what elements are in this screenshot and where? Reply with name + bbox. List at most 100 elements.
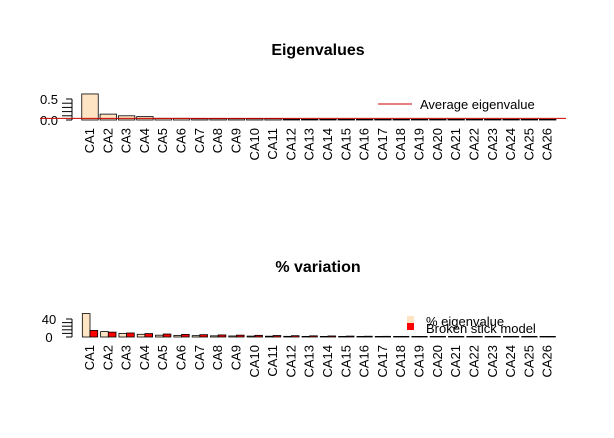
bar-ca19-s1 — [411, 335, 420, 338]
bar-ca8-s2 — [217, 334, 227, 338]
eigenvalues-title: Eigenvalues — [271, 42, 364, 59]
x-tick-label-ca11: CA11 — [265, 345, 280, 377]
bar-ca2-s1 — [100, 331, 109, 338]
x-tick-label-ca24: CA24 — [503, 345, 518, 378]
bar-ca15-s1 — [338, 335, 347, 338]
bar-ca12 — [282, 118, 301, 121]
bar-ca9-s1 — [228, 335, 237, 338]
bar-ca7-s1 — [191, 335, 201, 338]
bar-ca14-s1 — [319, 335, 329, 338]
bar-ca12-s1 — [283, 335, 292, 338]
bar-ca4-s2 — [144, 333, 154, 338]
bar-ca19 — [410, 119, 429, 121]
x-tick-label-ca3: CA3 — [119, 128, 134, 153]
bar-ca13-s1 — [301, 335, 311, 338]
bar-ca24 — [502, 119, 520, 121]
bar-ca19-s2 — [419, 335, 428, 338]
bar-ca11 — [264, 118, 282, 121]
bar-ca10-s1 — [246, 335, 256, 338]
bar-ca22-s1 — [466, 335, 475, 338]
x-tick-label-ca10: CA10 — [247, 345, 262, 378]
x-tick-label-ca10: CA10 — [247, 128, 262, 161]
bar-ca17 — [374, 119, 392, 121]
bar-ca2-s2 — [107, 331, 117, 338]
bar-ca7 — [191, 118, 209, 121]
bar-ca10 — [246, 118, 264, 121]
bar-ca6-s1 — [173, 335, 182, 338]
variation-x-tick-labels: CA1 CA2 CA3 CA4 CA5 CA6 CA7 CA8 CA9 CA10 CA11 CA12 C… — [82, 345, 555, 378]
bar-ca14-s2 — [327, 335, 337, 338]
x-tick-label-ca26: CA26 — [540, 128, 555, 161]
bar-ca26-s1 — [539, 335, 549, 338]
x-tick-label-ca9: CA9 — [228, 345, 243, 370]
bar-ca25-s2 — [528, 335, 538, 338]
bar-ca9-s2 — [236, 334, 245, 338]
bar-ca21-s1 — [448, 335, 457, 338]
bar-ca15-s2 — [345, 335, 355, 338]
bar-ca25 — [520, 119, 539, 121]
x-tick-label-ca16: CA16 — [357, 345, 372, 378]
bar-ca23-s2 — [492, 335, 501, 338]
bar-ca13-s2 — [309, 335, 318, 338]
x-tick-label-ca4: CA4 — [137, 345, 152, 370]
bar-ca6-s2 — [181, 333, 190, 338]
x-tick-label-ca3: CA3 — [119, 345, 134, 370]
legend-broken-stick-label: Broken stick model — [426, 321, 536, 336]
x-tick-label-ca5: CA5 — [155, 128, 170, 153]
x-tick-label-ca22: CA22 — [466, 345, 481, 378]
x-tick-label-ca4: CA4 — [137, 128, 152, 153]
x-tick-label-ca20: CA20 — [430, 345, 445, 378]
bar-ca26-s2 — [547, 335, 556, 338]
x-tick-label-ca9: CA9 — [228, 128, 243, 153]
bar-ca23 — [484, 119, 502, 121]
bar-ca20-s2 — [437, 335, 446, 338]
variation-title: % variation — [275, 259, 360, 276]
x-tick-label-ca19: CA19 — [412, 345, 427, 378]
bar-ca11-s1 — [264, 335, 274, 338]
bar-ca7-s2 — [199, 334, 208, 338]
bar-ca1-s1 — [81, 313, 91, 338]
bar-ca25-s1 — [521, 335, 530, 338]
y-tick-label: 0 — [45, 330, 52, 345]
x-tick-label-ca13: CA13 — [302, 345, 317, 378]
x-tick-label-ca23: CA23 — [485, 345, 500, 378]
legend-average-eigenvalue-label: Average eigenvalue — [420, 97, 535, 112]
legend-eigenvalue-label: % eigenvalue — [426, 314, 504, 329]
x-tick-label-ca15: CA15 — [338, 345, 353, 378]
bar-ca8 — [209, 118, 227, 121]
bar-ca15 — [337, 119, 355, 121]
x-tick-label-ca21: CA21 — [448, 345, 463, 378]
bar-ca5-s1 — [155, 334, 164, 338]
x-tick-label-ca13: CA13 — [302, 128, 317, 161]
bar-ca4-s1 — [136, 333, 146, 338]
bar-ca18 — [392, 119, 410, 121]
x-tick-label-ca14: CA14 — [320, 128, 335, 161]
bar-ca17-s2 — [382, 335, 392, 338]
bar-ca23-s1 — [484, 335, 494, 338]
x-tick-label-ca19: CA19 — [412, 128, 427, 161]
y-tick-label: 40 — [42, 312, 56, 327]
bar-ca18-s2 — [400, 335, 410, 338]
x-tick-label-ca22: CA22 — [466, 128, 481, 161]
x-tick-label-ca17: CA17 — [375, 345, 390, 378]
x-tick-label-ca25: CA25 — [521, 345, 536, 378]
x-tick-label-ca2: CA2 — [100, 128, 115, 153]
bar-ca3-s1 — [118, 332, 128, 338]
legend-eigenvalue-swatch — [407, 316, 414, 323]
bar-ca24-s2 — [510, 335, 520, 338]
x-tick-label-ca8: CA8 — [210, 128, 225, 153]
x-tick-label-ca17: CA17 — [375, 128, 390, 161]
bar-ca3-s2 — [126, 332, 135, 338]
x-tick-label-ca12: CA12 — [283, 345, 298, 378]
bar-ca10-s2 — [254, 334, 263, 338]
x-tick-label-ca21: CA21 — [448, 128, 463, 161]
x-tick-label-ca15: CA15 — [338, 128, 353, 161]
bar-ca20 — [429, 119, 447, 121]
bar-ca24-s1 — [502, 335, 512, 338]
legend-broken-stick-swatch — [407, 323, 414, 330]
bar-ca1-s2 — [89, 330, 99, 338]
bar-ca3 — [117, 115, 136, 121]
bar-ca17-s1 — [374, 335, 384, 338]
bar-ca22-s2 — [474, 335, 483, 338]
